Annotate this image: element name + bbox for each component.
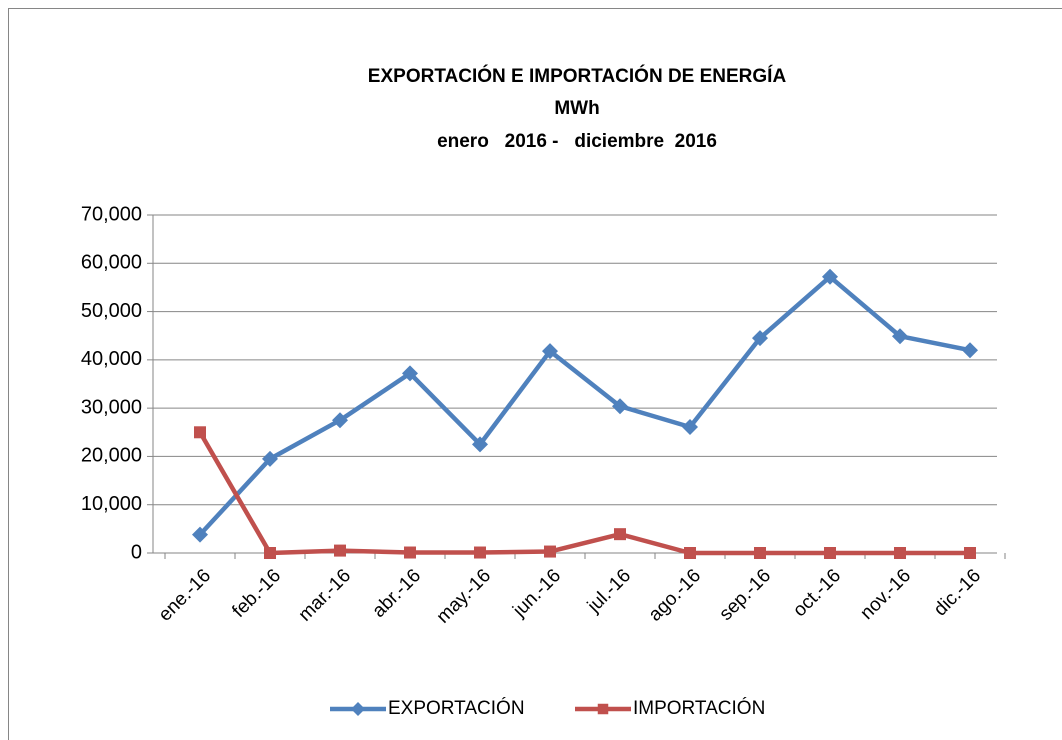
- diamond-marker: [822, 268, 838, 285]
- legend-label: IMPORTACIÓN: [633, 697, 765, 719]
- diamond-marker: [192, 526, 208, 543]
- square-marker: [404, 546, 416, 559]
- square-marker: [964, 547, 976, 559]
- square-marker: [194, 426, 206, 439]
- diamond-marker: [472, 436, 488, 453]
- series-line: [198, 431, 970, 556]
- diamond-marker: [402, 365, 418, 382]
- series-line: [198, 274, 971, 537]
- diamond-marker: [682, 418, 698, 435]
- square-marker: [264, 547, 276, 559]
- square-marker: [754, 547, 766, 559]
- y-tick-label: 30,000: [81, 396, 142, 418]
- square-marker: [474, 546, 486, 559]
- square-marker: [597, 703, 609, 715]
- y-tick-label: 70,000: [81, 203, 142, 225]
- square-marker: [614, 528, 626, 541]
- y-tick-label: 10,000: [81, 493, 142, 515]
- diamond-marker: [892, 328, 908, 345]
- y-tick-label: 20,000: [81, 445, 142, 467]
- square-marker: [334, 544, 346, 557]
- chart-subtitle: MWh: [554, 98, 599, 119]
- chart-period: enero 2016 - diciembre 2016: [437, 131, 717, 152]
- diamond-marker: [332, 412, 348, 429]
- diamond-marker: [262, 450, 278, 467]
- diamond-marker: [612, 398, 628, 415]
- diamond-marker: [542, 343, 558, 360]
- y-tick-label: 0: [131, 541, 142, 563]
- square-marker: [684, 547, 696, 559]
- diamond-marker: [351, 702, 365, 716]
- square-marker: [894, 547, 906, 559]
- y-tick-label: 60,000: [81, 252, 142, 274]
- y-tick-label: 50,000: [81, 300, 142, 322]
- square-marker: [824, 547, 836, 559]
- diamond-marker: [752, 330, 768, 347]
- y-tick-label: 40,000: [81, 348, 142, 370]
- chart-title: EXPORTACIÓN E IMPORTACIÓN DE ENERGÍA: [368, 65, 787, 87]
- diamond-marker: [962, 342, 978, 359]
- square-marker: [544, 545, 556, 558]
- legend-label: EXPORTACIÓN: [388, 697, 525, 719]
